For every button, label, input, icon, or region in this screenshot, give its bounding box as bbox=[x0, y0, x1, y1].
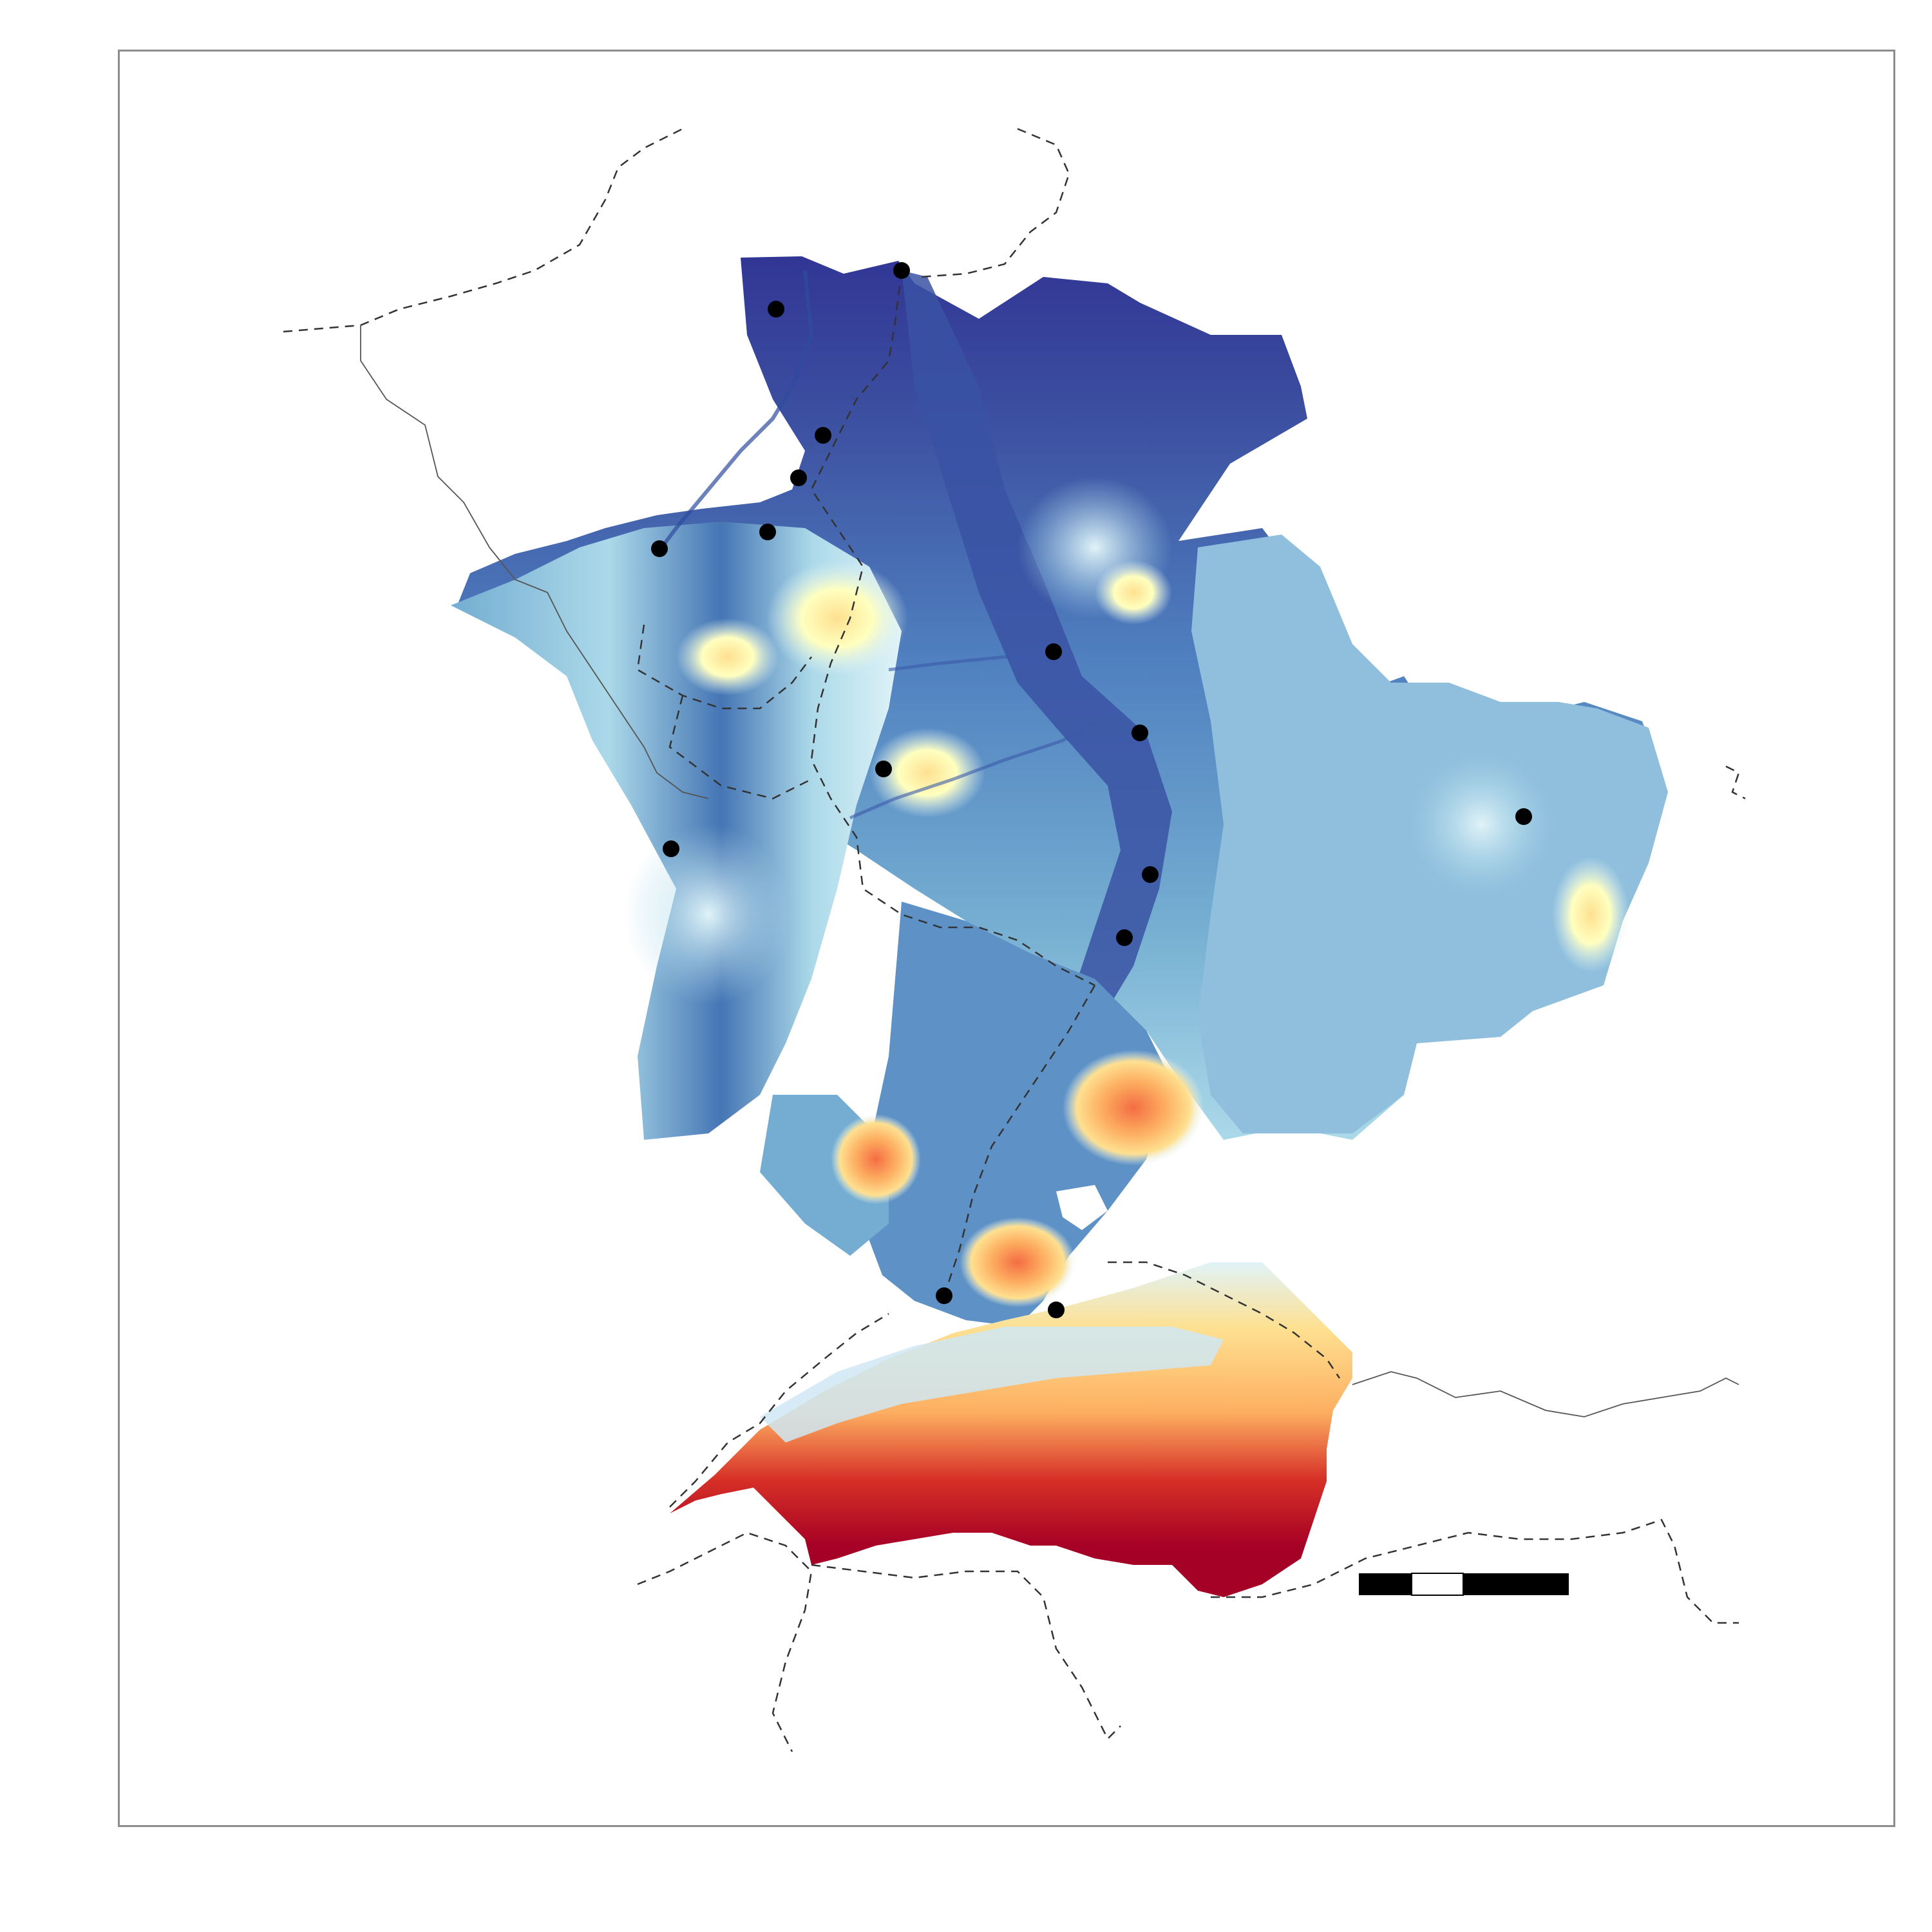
station-marker[interactable] bbox=[759, 524, 776, 540]
border-switzerland-west bbox=[669, 1312, 889, 1508]
scale-bar-segment-2 bbox=[1411, 1573, 1464, 1596]
border-north-east bbox=[920, 128, 1070, 278]
basin-alps bbox=[670, 1185, 1352, 1597]
station-marker[interactable] bbox=[790, 469, 807, 486]
border-italy bbox=[811, 1564, 1121, 1741]
border-belgium-solid bbox=[360, 325, 709, 799]
rivers bbox=[655, 270, 1096, 820]
station-markers bbox=[651, 262, 1532, 1318]
station-marker[interactable] bbox=[1515, 808, 1532, 825]
border-austria-italy bbox=[1211, 1519, 1739, 1624]
scale-bar bbox=[1359, 1573, 1569, 1596]
scale-bar-segment-3 bbox=[1463, 1573, 1569, 1595]
border-west-inner bbox=[668, 695, 812, 800]
border-switzerland-south bbox=[637, 1531, 813, 1752]
station-marker[interactable] bbox=[1132, 724, 1148, 741]
border-luxembourg bbox=[636, 624, 812, 710]
station-marker[interactable] bbox=[1048, 1302, 1065, 1318]
border-netherlands-north bbox=[283, 128, 683, 333]
border-austria-east bbox=[1352, 1371, 1739, 1417]
borders bbox=[283, 128, 1746, 1752]
station-marker[interactable] bbox=[1142, 866, 1159, 883]
station-marker[interactable] bbox=[651, 540, 668, 557]
station-marker[interactable] bbox=[936, 1287, 952, 1304]
station-marker[interactable] bbox=[768, 301, 784, 317]
station-marker[interactable] bbox=[815, 427, 831, 444]
border-germany-austria bbox=[1108, 1261, 1341, 1379]
station-marker[interactable] bbox=[1116, 929, 1133, 946]
station-marker[interactable] bbox=[875, 761, 892, 777]
station-marker[interactable] bbox=[663, 840, 679, 857]
station-marker[interactable] bbox=[1045, 643, 1062, 660]
map-frame bbox=[118, 50, 1895, 1827]
border-france-germany-rhine bbox=[939, 985, 1096, 1302]
scale-bar-segment-1 bbox=[1359, 1573, 1412, 1595]
border-east-stub bbox=[1725, 765, 1746, 800]
station-marker[interactable] bbox=[893, 262, 910, 279]
basin-west bbox=[451, 522, 902, 1140]
border-belgium-germany bbox=[810, 270, 1095, 987]
highland-patches bbox=[625, 477, 1629, 1307]
